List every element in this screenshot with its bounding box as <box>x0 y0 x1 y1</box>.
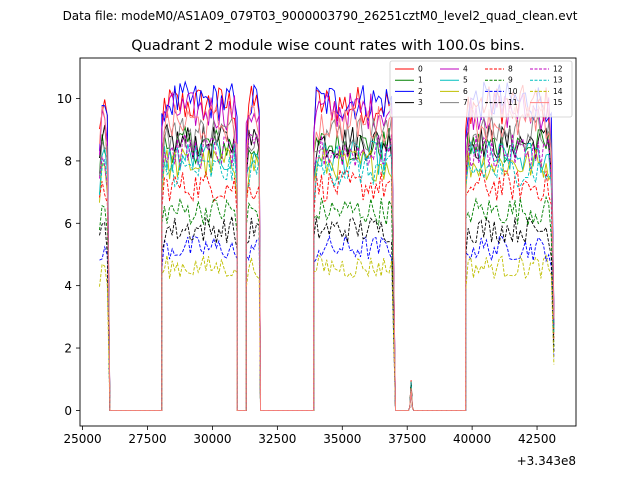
x-offset-text: +3.343e8 <box>517 454 576 468</box>
y-tick-label: 0 <box>64 404 72 418</box>
y-tick-label: 8 <box>64 154 72 168</box>
x-tick-label: 37500 <box>388 432 426 446</box>
x-tick-label: 40000 <box>453 432 491 446</box>
legend-label-7: 7 <box>463 98 468 107</box>
x-tick-label: 30000 <box>193 432 231 446</box>
plot-frame <box>79 57 577 427</box>
legend-label-8: 8 <box>508 65 513 74</box>
x-tick-label: 35000 <box>323 432 361 446</box>
legend-box <box>389 60 573 118</box>
series-line-11 <box>99 216 555 411</box>
series-line-12 <box>99 133 555 411</box>
legend-label-13: 13 <box>553 76 563 85</box>
x-tick-label: 42500 <box>518 432 556 446</box>
legend-label-12: 12 <box>553 65 563 74</box>
legend-label-5: 5 <box>463 76 468 85</box>
series-line-13 <box>99 152 555 411</box>
legend-label-9: 9 <box>508 76 513 85</box>
x-tick-label: 27500 <box>128 432 166 446</box>
y-tick-label: 4 <box>64 279 72 293</box>
series-line-9 <box>99 195 555 411</box>
legend-label-6: 6 <box>463 87 468 96</box>
series-line-15 <box>99 103 555 411</box>
series-line-10 <box>99 234 555 411</box>
suptitle: Data file: modeM0/AS1A09_079T03_90000037… <box>63 9 578 23</box>
legend-label-2: 2 <box>418 87 423 96</box>
x-tick-label: 25000 <box>64 432 102 446</box>
legend-label-4: 4 <box>463 65 468 74</box>
legend-label-1: 1 <box>418 76 423 85</box>
legend-label-14: 14 <box>553 87 563 96</box>
y-tick-label: 6 <box>64 217 72 231</box>
series-line-14 <box>99 254 555 411</box>
legend-label-10: 10 <box>508 87 518 96</box>
series-line-8 <box>99 169 555 411</box>
x-axis: 25000 27500 30000 32500 35000 37500 40000 42500 <box>64 426 556 446</box>
legend-label-3: 3 <box>418 98 423 107</box>
legend-label-11: 11 <box>508 98 518 107</box>
legend-label-15: 15 <box>553 98 563 107</box>
y-tick-label: 2 <box>64 342 72 356</box>
chart-title: Quadrant 2 module wise count rates with … <box>131 38 525 54</box>
y-tick-label: 10 <box>57 92 72 106</box>
x-tick-label: 32500 <box>258 432 296 446</box>
series-line-7 <box>99 115 555 411</box>
series-layer <box>99 80 555 411</box>
y-axis: 0 2 4 6 8 10 <box>57 92 80 418</box>
legend-label-0: 0 <box>418 65 423 74</box>
